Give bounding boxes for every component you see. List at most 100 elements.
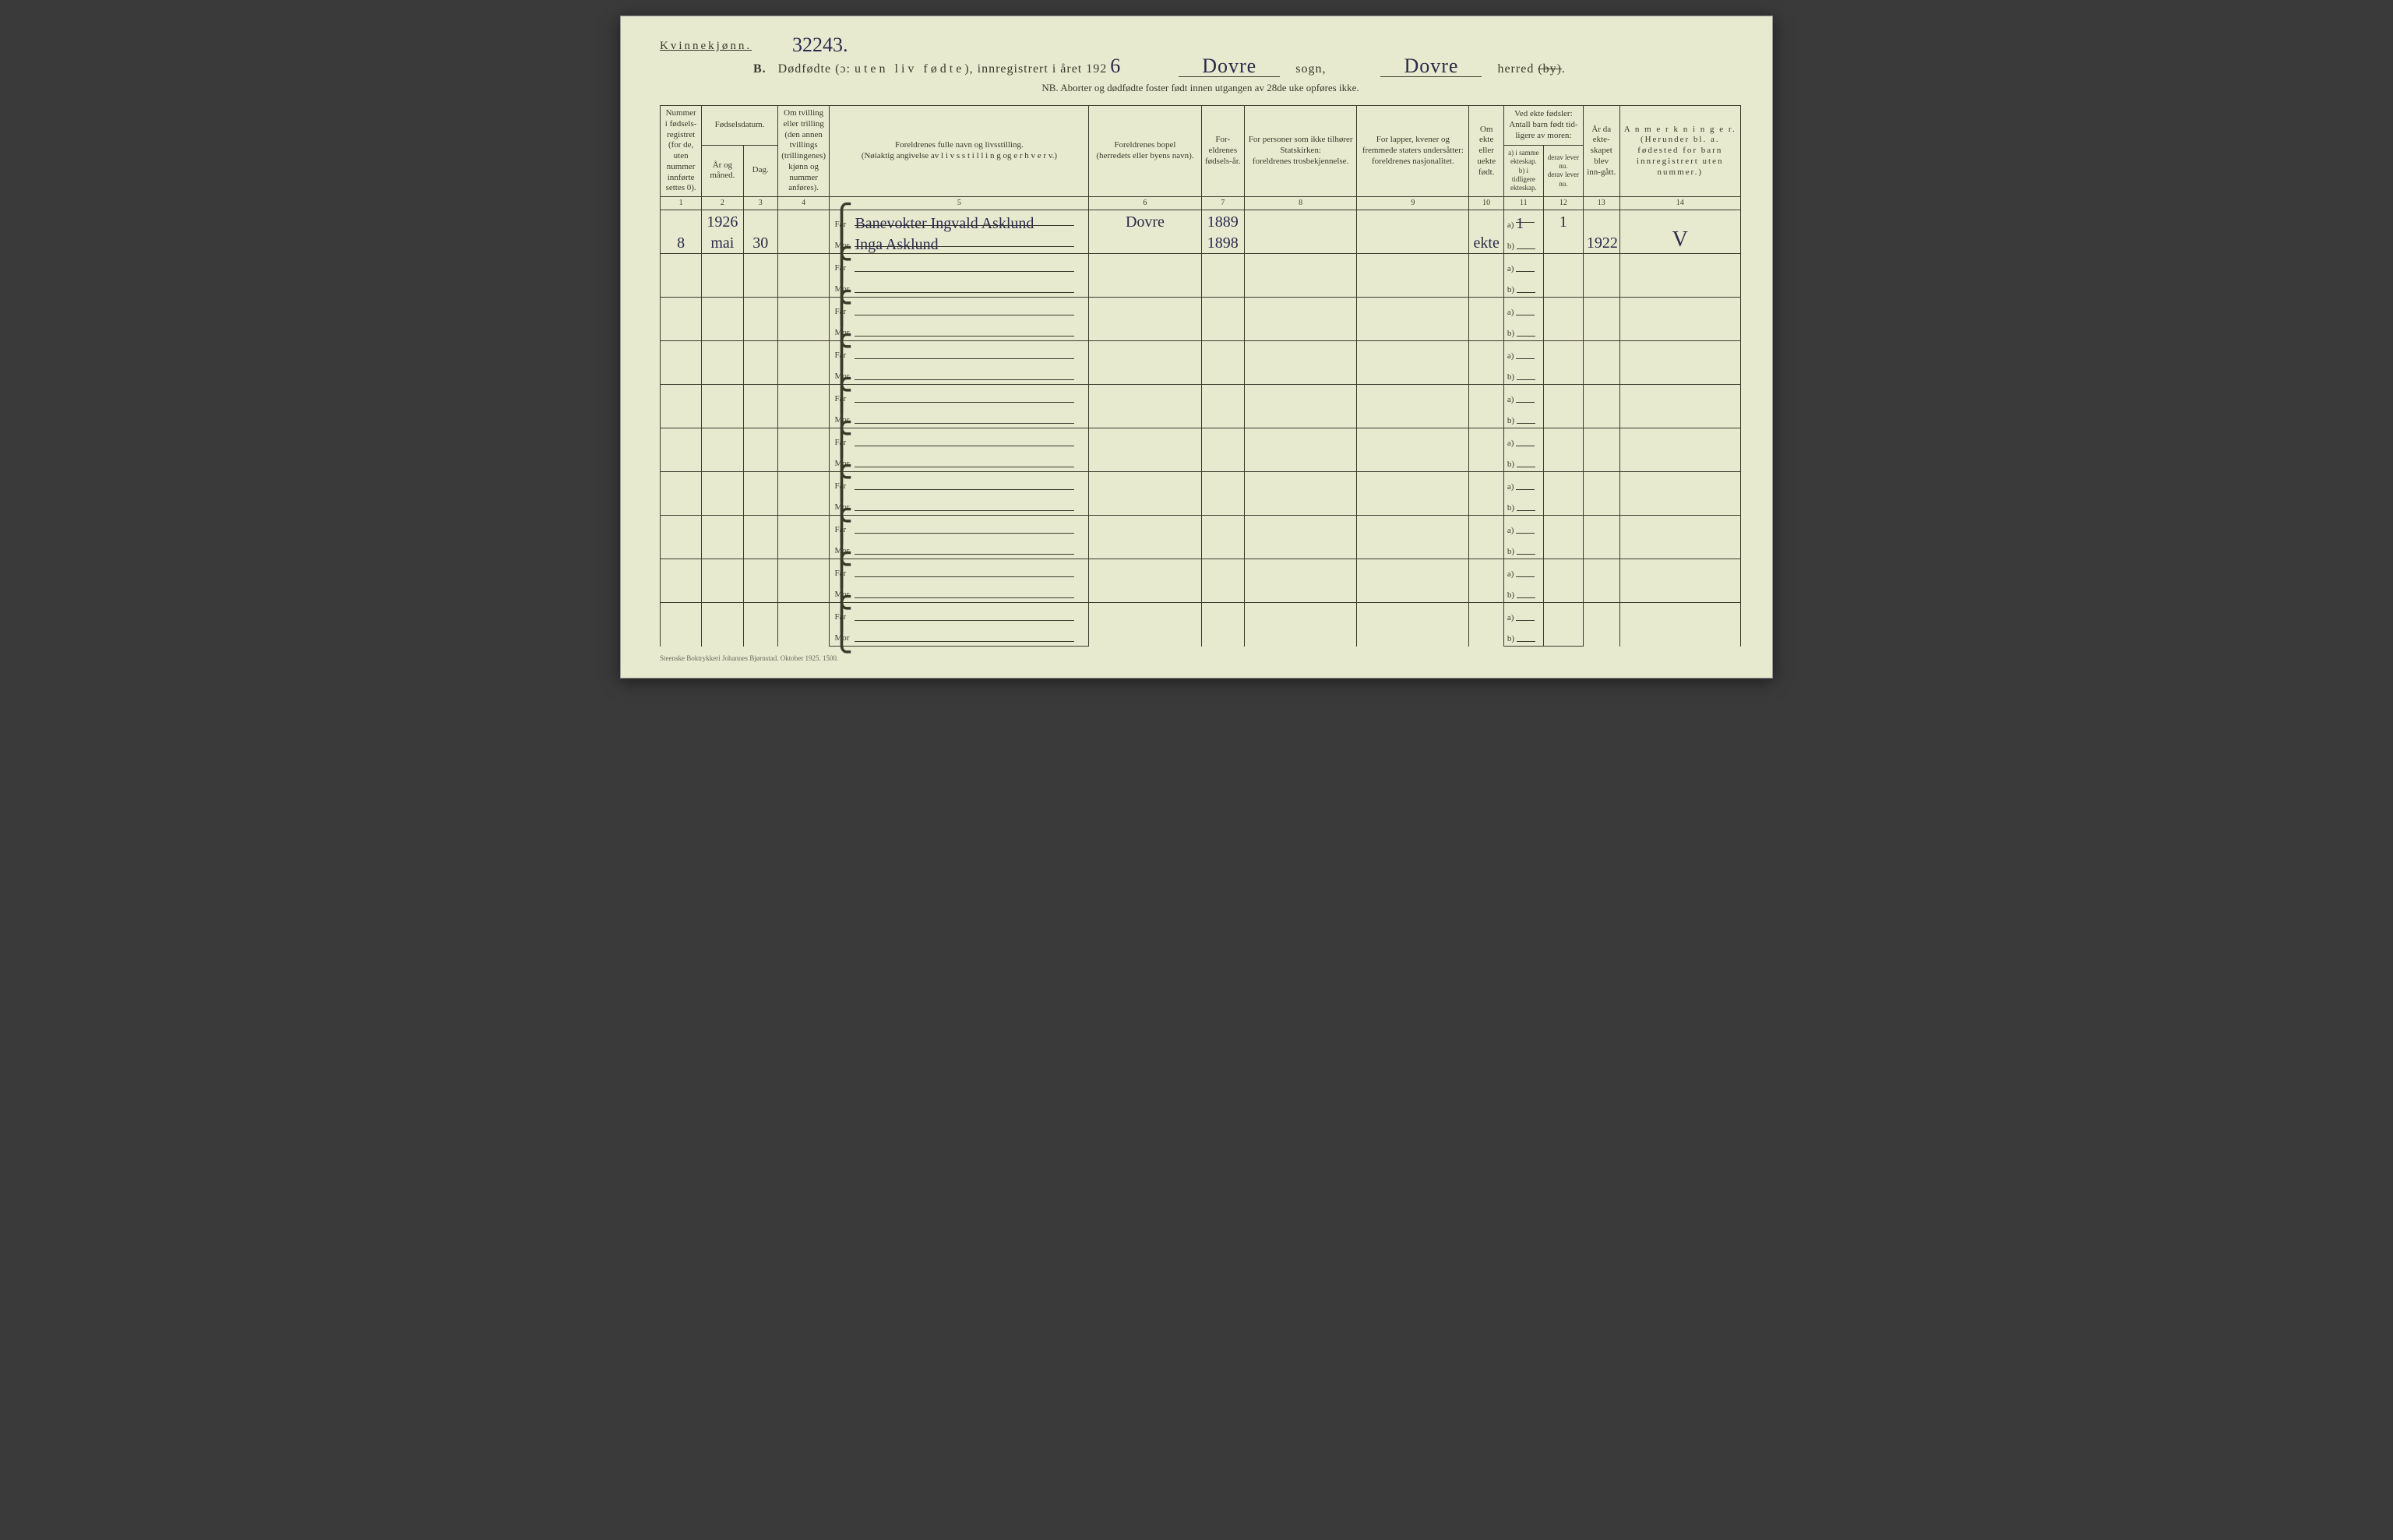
cell-ekte [1469, 559, 1503, 603]
cell-nasj [1357, 516, 1469, 559]
cell-far-name: ⎧Far [830, 603, 1089, 625]
cell-b: b) [1503, 450, 1543, 472]
cell-remark [1619, 385, 1740, 428]
table-row: ⎧Fara) [661, 254, 1741, 276]
cell-tros [1245, 210, 1357, 254]
cell-b: b) [1503, 625, 1543, 647]
cell-years [1201, 385, 1244, 428]
cell-remark [1619, 298, 1740, 341]
cell-num [661, 559, 702, 603]
cell-mor-name: ⎩ MorInga Asklund [830, 232, 1089, 254]
colnum-13: 13 [1583, 197, 1619, 210]
cell-twin [777, 341, 830, 385]
cell-nasj [1357, 385, 1469, 428]
cell-num [661, 428, 702, 472]
cell-far-name: ⎧Far [830, 516, 1089, 537]
cell-a-lever: 1 [1543, 210, 1583, 232]
cell-far-name: ⎧Far [830, 298, 1089, 319]
col-7-header: For-eldrenes fødsels-år. [1201, 106, 1244, 197]
colnum-2: 2 [702, 197, 743, 210]
title-year-digit: 6 [1107, 56, 1124, 76]
cell-twin [777, 603, 830, 647]
cell-ekte [1469, 603, 1503, 647]
cell-far-name: ⎧Far [830, 428, 1089, 450]
cell-month [702, 254, 743, 298]
cell-twin [777, 298, 830, 341]
col-9-header: For lapper, kvener og fremmede staters u… [1357, 106, 1469, 197]
section-letter: B. [753, 62, 767, 76]
cell-far-year: 1889 [1201, 210, 1244, 232]
cell-a-lever [1543, 516, 1583, 537]
cell-twin [777, 254, 830, 298]
colnum-6: 6 [1089, 197, 1201, 210]
cell-day [743, 428, 777, 472]
cell-month [702, 428, 743, 472]
table-head: Nummer i fødsels-registret (for de, uten… [661, 106, 1741, 210]
cell-a-lever [1543, 603, 1583, 625]
cell-mor-name: ⎩Mor [830, 363, 1089, 385]
cell-month [702, 603, 743, 647]
cell-years [1201, 254, 1244, 298]
colnum-3: 3 [743, 197, 777, 210]
cell-b: b) [1503, 581, 1543, 603]
cell-mor-year: 1898 [1201, 232, 1244, 254]
cell-num [661, 341, 702, 385]
cell-twin [777, 559, 830, 603]
table-row: ⎧Fara) [661, 603, 1741, 625]
cell-day [743, 472, 777, 516]
cell-nasj [1357, 341, 1469, 385]
cell-nasj [1357, 559, 1469, 603]
cell-tros [1245, 341, 1357, 385]
title-spaced: uten liv fødte [855, 62, 964, 76]
cell-b-lever [1543, 450, 1583, 472]
cell-remark [1619, 472, 1740, 516]
cell-ekte [1469, 385, 1503, 428]
cell-a: a) [1503, 559, 1543, 581]
cell-month [702, 516, 743, 559]
cell-day [743, 603, 777, 647]
cell-month [702, 559, 743, 603]
cell-b-lever [1543, 319, 1583, 341]
cell-b-lever [1543, 232, 1583, 254]
cell-twin [777, 516, 830, 559]
cell-b: b) [1503, 537, 1543, 559]
colnum-7: 7 [1201, 197, 1244, 210]
colnum-12: 12 [1543, 197, 1583, 210]
table-row: ⎧Fara) [661, 428, 1741, 450]
cell-year-marr [1583, 559, 1619, 603]
cell-a-lever [1543, 341, 1583, 363]
cell-far-name: ⎧ FarBanevokter Ingvald Asklund [830, 210, 1089, 232]
nb-line: NB. Aborter og dødfødte foster født inne… [660, 82, 1741, 94]
cell-years [1201, 472, 1244, 516]
cell-b-lever [1543, 581, 1583, 603]
cell-years [1201, 428, 1244, 472]
cell-a-lever [1543, 254, 1583, 276]
col-11-12-top: Ved ekte fødsler: Antall barn født tid-l… [1503, 106, 1583, 146]
cell-mor-name: ⎩Mor [830, 319, 1089, 341]
cell-tros [1245, 603, 1357, 647]
cell-bopel [1089, 341, 1201, 385]
cell-ekte: ekte [1469, 210, 1503, 254]
cell-tros [1245, 298, 1357, 341]
herred-value: Dovre [1380, 56, 1482, 77]
col-6-header: Foreldrenes bopel (herredets eller byens… [1089, 106, 1201, 197]
printer-footer: Steenske Boktrykkeri Johannes Bjørnstad.… [660, 654, 1741, 662]
cell-month [702, 385, 743, 428]
col-14-header: A n m e r k n i n g e r. (Herunder bl. a… [1619, 106, 1740, 197]
col-3-header: Dag. [743, 145, 777, 196]
cell-b-lever [1543, 276, 1583, 298]
cell-year-marr [1583, 603, 1619, 647]
cell-nasj [1357, 603, 1469, 647]
cell-remark [1619, 254, 1740, 298]
title-suffix: ), innregistrert i året 192 [964, 62, 1107, 76]
cell-a: a) [1503, 298, 1543, 319]
cell-day [743, 341, 777, 385]
cell-remark [1619, 341, 1740, 385]
table-row: ⎧Fara) [661, 516, 1741, 537]
cell-nasj [1357, 298, 1469, 341]
cell-bopel [1089, 472, 1201, 516]
cell-b-lever [1543, 537, 1583, 559]
cell-bopel [1089, 254, 1201, 298]
cell-a-same: a) 1 [1503, 210, 1543, 232]
cell-years [1201, 603, 1244, 647]
